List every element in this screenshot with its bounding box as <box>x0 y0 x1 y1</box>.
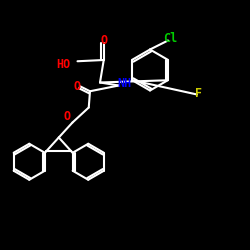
Text: O: O <box>74 80 81 93</box>
Text: Cl: Cl <box>163 32 177 45</box>
Text: F: F <box>195 87 202 100</box>
Text: O: O <box>64 110 71 123</box>
Text: O: O <box>100 34 107 46</box>
Text: NH: NH <box>118 77 132 90</box>
Text: HO: HO <box>56 58 71 71</box>
